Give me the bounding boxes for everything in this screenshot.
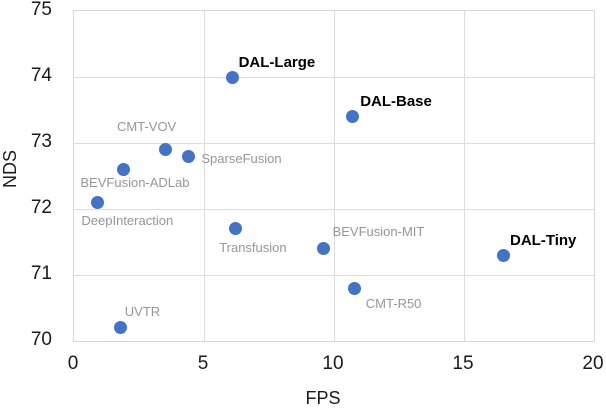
x-tick-label-0: 0 (67, 353, 79, 374)
data-point-cmt-vov (158, 143, 172, 157)
y-tick-label-72: 72 (30, 197, 52, 218)
data-label-dal-large: DAL-Large (238, 54, 316, 71)
data-label-dal-tiny: DAL-Tiny (510, 232, 577, 250)
v-gridline-15 (463, 11, 465, 341)
x-tick-label-20: 20 (582, 353, 604, 374)
v-gridline-5 (203, 11, 205, 341)
y-tick-label-73: 73 (30, 131, 52, 152)
x-axis-title: FPS (305, 388, 341, 408)
data-label-cmt-vov: CMT-VOV (117, 118, 177, 134)
x-tick-label-15: 15 (452, 353, 474, 374)
plot-area: DAL-Large DAL-Base DAL-Tiny CMT-VOV SparseFu… (73, 10, 595, 342)
data-point-bevfusion-mit (317, 242, 331, 256)
v-gridline-10 (333, 11, 335, 341)
data-point-uvtr (114, 321, 128, 335)
data-point-bevfusion-adlab (116, 162, 130, 176)
data-point-dal-large (226, 70, 240, 84)
data-point-transfusion (228, 222, 242, 236)
y-tick-label-70: 70 (30, 329, 52, 350)
data-point-cmt-r50 (348, 281, 362, 295)
data-point-deepinteraction (90, 195, 104, 209)
data-point-dal-base (345, 110, 359, 124)
x-tick-label-10: 10 (322, 353, 344, 374)
data-point-sparsefusion (181, 149, 195, 163)
data-label-cmt-r50: CMT-R50 (365, 296, 422, 312)
data-label-uvtr: UVTR (124, 303, 161, 319)
y-tick-label-71: 71 (30, 263, 52, 284)
y-tick-label-75: 75 (30, 0, 52, 20)
data-label-transfusion: Transfusion (219, 239, 287, 255)
data-label-deepinteraction: DeepInteraction (81, 213, 174, 229)
x-tick-label-5: 5 (197, 353, 209, 374)
data-label-dal-base: DAL-Base (360, 92, 432, 110)
y-tick-label-74: 74 (30, 65, 52, 86)
data-label-bevfusion-adlab: BEVFusion-ADLab (80, 175, 190, 191)
data-label-bevfusion-mit: BEVFusion-MIT (332, 223, 425, 239)
data-label-sparsefusion: SparseFusion (201, 151, 282, 167)
data-point-dal-tiny (496, 248, 510, 262)
